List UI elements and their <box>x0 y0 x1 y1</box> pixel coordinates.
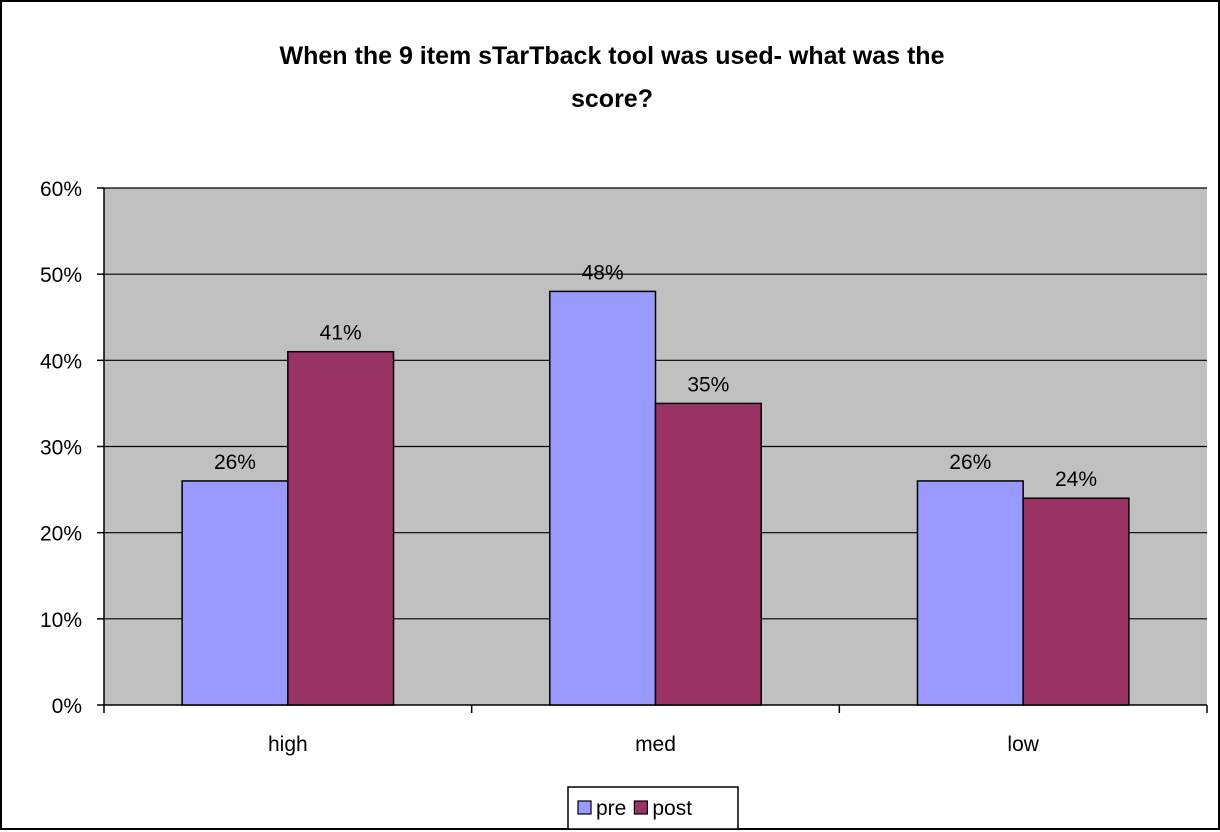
legend: pre post <box>567 786 739 830</box>
data-label-post-med: 35% <box>687 373 729 396</box>
x-tick-label: high <box>268 733 308 756</box>
bar-pre-high <box>181 480 289 706</box>
bar-post-med <box>654 402 762 706</box>
y-axis: 0% 10% 20% 30% 40% 50% 60% <box>40 178 105 718</box>
bar-pre-med <box>549 290 657 706</box>
bars <box>181 290 1130 706</box>
bar-post-low <box>1022 497 1130 706</box>
data-label-post-low: 24% <box>1055 468 1097 491</box>
y-tick-label: 60% <box>40 178 82 201</box>
legend-label-pre: pre <box>596 797 626 820</box>
legend-swatch-pre <box>577 800 592 815</box>
chart-title-line-2: score? <box>571 85 653 113</box>
data-labels: 26% 41% 48% 35% 26% 24% <box>214 261 1097 491</box>
legend-swatch-post <box>633 800 648 815</box>
y-tick-label: 40% <box>40 350 82 373</box>
data-label-pre-med: 48% <box>582 261 624 284</box>
x-axis: high med low <box>103 704 1208 756</box>
y-tick-label: 50% <box>40 264 82 287</box>
legend-box <box>567 786 739 830</box>
x-tick-label: low <box>1007 733 1039 756</box>
data-label-pre-high: 26% <box>214 451 256 474</box>
legend-label-post: post <box>652 797 692 820</box>
y-tick-label: 10% <box>40 609 82 632</box>
bar-post-high <box>287 350 395 706</box>
data-label-pre-low: 26% <box>949 451 991 474</box>
y-tick-label: 0% <box>52 695 82 718</box>
bar-pre-low <box>916 480 1024 706</box>
y-tick-label: 20% <box>40 523 82 546</box>
chart-title-line-1: When the 9 item sTarTback tool was used-… <box>280 42 945 70</box>
y-tick-label: 30% <box>40 437 82 460</box>
x-tick-label: med <box>635 733 676 756</box>
data-label-post-high: 41% <box>320 322 362 345</box>
chart-title: When the 9 item sTarTback tool was used-… <box>280 42 945 113</box>
